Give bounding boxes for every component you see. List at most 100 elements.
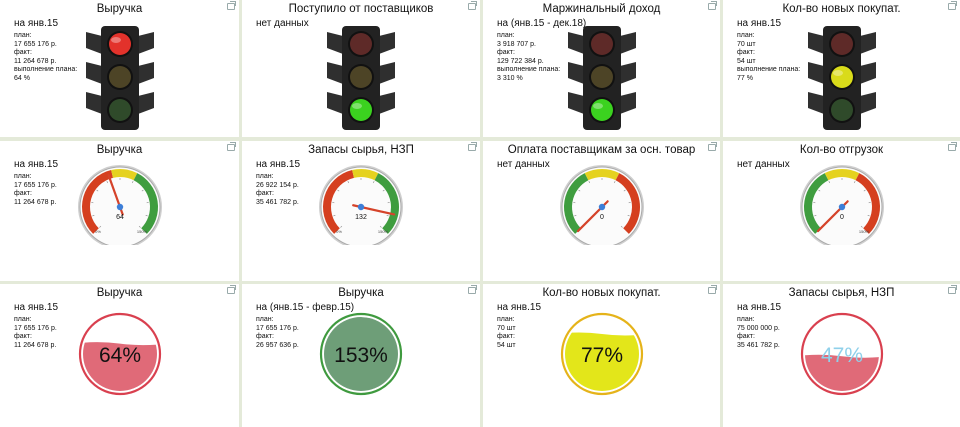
detail-line: 26 922 154 р. — [256, 181, 299, 189]
detail-line: план: — [14, 316, 32, 323]
expand-icon[interactable] — [227, 142, 236, 151]
gauge-max-label: 150% — [858, 229, 869, 234]
detail-line: план: — [737, 32, 755, 39]
widget-card[interactable]: Выручка на янв.15 план: 17 655 176 р. факт: 1… — [0, 0, 239, 137]
widget-period: нет данных — [737, 159, 790, 170]
progress-circle: 153% — [319, 312, 403, 396]
gauge-zone — [374, 173, 399, 234]
green-lamp — [830, 99, 853, 121]
traffic-light-icon — [85, 26, 154, 130]
gauge-zone — [614, 173, 640, 234]
expand-icon[interactable] — [708, 142, 717, 151]
traffic-light-icon — [567, 26, 636, 130]
widget-title: Запасы сырья, НЗП — [788, 287, 895, 299]
detail-line: 3 310 % — [497, 74, 523, 82]
widget-card[interactable]: Кол-во новых покупат. на янв.15 план: 70 шт… — [723, 0, 960, 137]
widget-title: Кол-во новых покупат. — [542, 287, 661, 299]
red-lamp — [830, 33, 853, 55]
widget-card[interactable]: Маржинальный доход на (янв.15 - дек.18) пл… — [483, 0, 720, 137]
gauge-dial: 132 0% 150% — [319, 165, 403, 245]
detail-line: план: — [497, 32, 515, 39]
progress-value: 77% — [580, 344, 622, 367]
gauge-value: 0 — [600, 214, 604, 221]
progress-circle: 77% — [560, 312, 643, 396]
gauge-zone — [563, 173, 589, 234]
widget-period: на янв.15 — [737, 302, 782, 313]
detail-line: выполнение плана: — [14, 66, 78, 74]
yellow-lamp — [350, 66, 372, 88]
detail-line: 54 шт — [497, 341, 516, 349]
gauge-zone — [584, 169, 619, 181]
detail-line: факт: — [256, 333, 274, 341]
detail-line: план: — [497, 316, 515, 323]
detail-line: 35 461 782 р. — [256, 198, 299, 206]
gauge-zone — [803, 173, 829, 234]
widget-card[interactable]: Кол-во отгрузок нет данных 0 150% — [723, 141, 960, 281]
traffic-light-icon — [807, 26, 876, 130]
expand-icon[interactable] — [708, 285, 717, 294]
widget-details: план: 26 922 154 р. факт: 35 461 782 р. — [256, 173, 299, 207]
red-lamp — [590, 33, 613, 55]
widget-details: план: 3 918 707 р. факт: 129 722 384 р. выпо… — [497, 32, 560, 84]
detail-line: план: — [737, 316, 755, 323]
expand-icon[interactable] — [468, 285, 477, 294]
gauge-zone — [824, 169, 859, 181]
widget-details: план: 70 шт факт: 54 шт — [497, 316, 516, 350]
widget-card[interactable]: Поступило от поставщиков нет данных — [242, 0, 480, 137]
widget-title: Маржинальный доход — [542, 3, 661, 15]
green-lamp — [590, 99, 613, 121]
expand-icon[interactable] — [468, 142, 477, 151]
expand-icon[interactable] — [948, 1, 957, 10]
progress-ring — [560, 312, 643, 396]
expand-icon[interactable] — [708, 1, 717, 10]
widget-period: на янв.15 — [14, 18, 59, 29]
detail-line: план: — [256, 316, 274, 323]
detail-line: факт: — [256, 190, 274, 198]
detail-line: факт: — [737, 49, 755, 57]
detail-line: 17 655 176 р. — [14, 324, 57, 332]
detail-line: 75 000 000 р. — [737, 324, 780, 332]
expand-icon[interactable] — [948, 142, 957, 151]
widget-title: Кол-во новых покупат. — [782, 3, 901, 15]
detail-line: 64 % — [14, 74, 30, 82]
detail-line: 70 шт — [737, 40, 756, 48]
gauge-dial: 0 150% — [799, 165, 884, 245]
detail-line: 26 957 636 р. — [256, 341, 299, 349]
gauge-value: 0 — [840, 214, 844, 221]
widget-title: Кол-во отгрузок — [799, 144, 884, 156]
widget-card[interactable]: Выручка на янв.15 план: 17 655 176 р. факт: 1… — [0, 141, 239, 281]
detail-line: факт: — [497, 333, 515, 341]
detail-line: 11 264 678 р. — [14, 57, 57, 65]
detail-line: факт: — [497, 49, 515, 57]
widget-card[interactable]: Выручка на янв.15 план: 17 655 176 р. факт: 1… — [0, 284, 239, 427]
detail-line: 3 918 707 р. — [497, 40, 536, 48]
widget-card[interactable]: Запасы сырья, НЗП на янв.15 план: 26 922 15… — [242, 141, 480, 281]
yellow-lamp — [108, 66, 131, 88]
yellow-lamp — [830, 66, 853, 88]
detail-line: выполнение плана: — [737, 66, 801, 74]
detail-line: 11 264 678 р. — [14, 341, 57, 349]
widget-card[interactable]: Выручка на (янв.15 - февр.15) план: 17 655 … — [242, 284, 480, 427]
widget-details: план: 17 655 176 р. факт: 11 264 678 р. выпо… — [14, 32, 77, 84]
widget-card[interactable]: Запасы сырья, НЗП на янв.15 план: 75 000 00… — [723, 284, 960, 427]
detail-line: факт: — [14, 190, 32, 198]
widget-details: план: 75 000 000 р. факт: 35 461 782 р. — [737, 316, 780, 350]
widget-period: на янв.15 — [14, 302, 59, 313]
detail-line: 17 655 176 р. — [256, 324, 299, 332]
detail-line: факт: — [14, 49, 32, 57]
expand-icon[interactable] — [227, 285, 236, 294]
widget-period: на (янв.15 - февр.15) — [256, 302, 355, 313]
expand-icon[interactable] — [227, 1, 236, 10]
progress-value: 64% — [98, 344, 140, 367]
widget-card[interactable]: Оплата поставщикам за осн. товар нет данн… — [483, 141, 720, 281]
widget-period: нет данных — [497, 159, 550, 170]
gauge-zone — [81, 170, 113, 234]
expand-icon[interactable] — [948, 285, 957, 294]
widget-title: Выручка — [338, 287, 384, 299]
widget-details: план: 17 655 176 р. факт: 26 957 636 р. — [256, 316, 299, 350]
gauge-dial: 64 0% 150% — [77, 165, 162, 245]
detail-line: 77 % — [737, 74, 753, 82]
widget-card[interactable]: Кол-во новых покупат. на янв.15 план: 70 шт… — [483, 284, 720, 427]
detail-line: факт: — [14, 333, 32, 341]
expand-icon[interactable] — [468, 1, 477, 10]
